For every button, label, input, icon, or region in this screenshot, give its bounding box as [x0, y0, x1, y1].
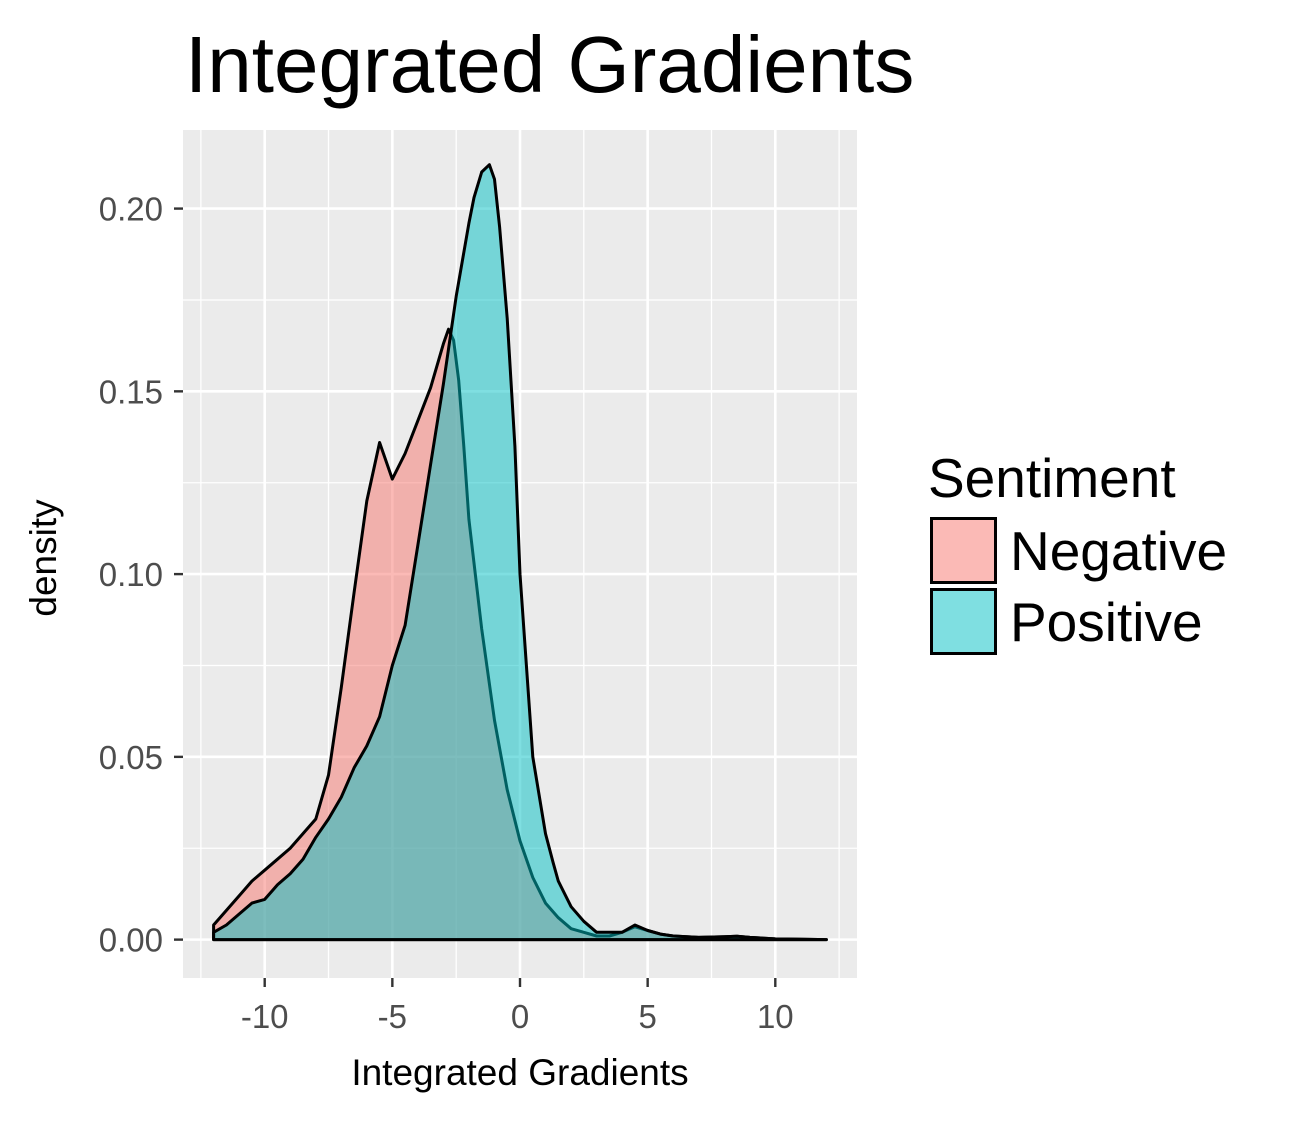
legend: Sentiment Negative Positive — [928, 447, 1227, 655]
legend-label-negative: Negative — [1010, 520, 1227, 582]
y-tick-label: 0.10 — [99, 556, 163, 593]
x-tick-label: 5 — [638, 998, 656, 1035]
x-tick-label: 0 — [511, 998, 529, 1035]
y-tick-label: 0.05 — [99, 739, 163, 776]
legend-label-positive: Positive — [1010, 591, 1203, 653]
x-tick-label: -5 — [378, 998, 407, 1035]
series-layer — [212, 163, 828, 942]
y-axis-label: density — [23, 499, 64, 617]
x-tick-label: 10 — [757, 998, 794, 1035]
y-tick-label: 0.00 — [99, 922, 163, 959]
axes-layer: -10 -5 0 5 10 0.00 0.05 0.10 0.15 0.20 — [99, 191, 794, 1035]
y-tick-label: 0.20 — [99, 191, 163, 228]
density-area-positive — [212, 163, 828, 942]
legend-swatch-negative — [930, 517, 997, 584]
y-tick-label: 0.15 — [99, 373, 163, 410]
x-axis-label: Integrated Gradients — [351, 1052, 688, 1093]
legend-swatch-positive — [930, 588, 997, 655]
chart-title: Integrated Gradients — [185, 20, 914, 109]
legend-items: Negative Positive — [930, 517, 1227, 655]
legend-title: Sentiment — [928, 447, 1176, 509]
x-tick-label: -10 — [241, 998, 289, 1035]
